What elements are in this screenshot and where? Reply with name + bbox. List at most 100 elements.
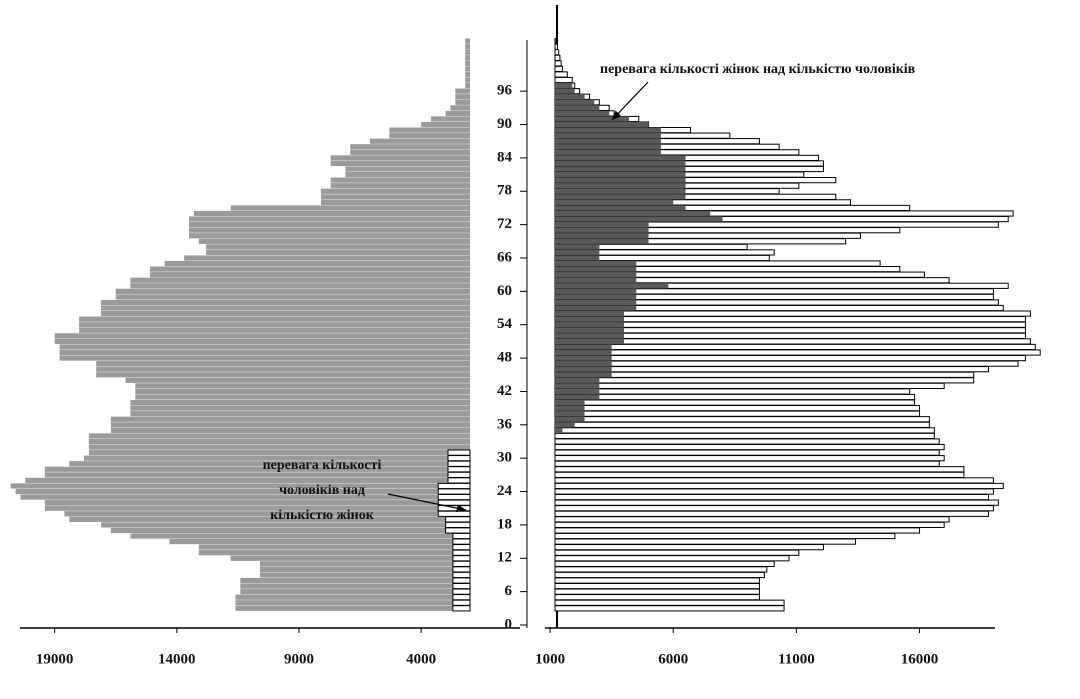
bar xyxy=(54,333,470,339)
bar xyxy=(554,527,921,534)
bar xyxy=(79,316,470,322)
bar xyxy=(554,382,945,389)
bar xyxy=(554,371,975,378)
bar xyxy=(554,416,930,423)
bar xyxy=(130,283,470,289)
bar xyxy=(554,49,560,56)
bar xyxy=(554,327,1026,334)
bar xyxy=(259,572,470,578)
bar xyxy=(452,571,471,579)
bar xyxy=(555,372,612,378)
bar xyxy=(115,294,470,300)
bar xyxy=(555,394,600,400)
bar xyxy=(149,266,471,272)
bar xyxy=(350,149,470,155)
bar xyxy=(69,461,470,467)
bar xyxy=(465,71,470,78)
y-tick-label: 54 xyxy=(497,316,513,332)
bar xyxy=(555,327,624,333)
bar xyxy=(240,577,470,584)
bar xyxy=(555,138,661,144)
bar xyxy=(330,160,470,167)
bar xyxy=(430,116,470,122)
bar xyxy=(369,138,470,144)
bar xyxy=(44,472,471,478)
y-tick-label: 96 xyxy=(497,83,513,99)
x-tick-label: 16000 xyxy=(901,651,939,667)
bar xyxy=(125,377,471,383)
y-tick-label: 12 xyxy=(497,550,512,566)
bar xyxy=(184,255,470,261)
bar xyxy=(555,299,637,306)
bar xyxy=(554,438,940,445)
bar xyxy=(259,566,470,572)
bar xyxy=(554,466,965,473)
bar xyxy=(555,294,637,300)
bar xyxy=(555,422,575,428)
bar xyxy=(10,483,471,489)
bar xyxy=(447,455,471,462)
bar xyxy=(555,383,600,389)
bar xyxy=(554,343,1036,351)
bar xyxy=(554,488,994,495)
bar xyxy=(421,121,470,128)
bar xyxy=(554,349,1041,356)
bar xyxy=(555,355,612,361)
x-tick-label: 6000 xyxy=(658,651,688,667)
bar xyxy=(554,410,921,417)
bar xyxy=(554,60,562,67)
bar xyxy=(554,455,945,462)
bar xyxy=(15,488,470,495)
bar xyxy=(88,433,470,439)
bar xyxy=(320,199,470,205)
y-tick-label: 84 xyxy=(497,149,513,165)
bar xyxy=(554,432,935,440)
bar xyxy=(389,133,470,139)
bar xyxy=(452,582,471,590)
bar xyxy=(555,116,629,122)
bar xyxy=(555,177,686,183)
bar xyxy=(465,83,470,89)
annotation-arrowhead xyxy=(612,110,622,120)
bar xyxy=(555,272,637,278)
bar xyxy=(555,260,637,267)
bar xyxy=(555,333,624,339)
bar xyxy=(554,38,557,45)
bar xyxy=(59,355,471,361)
bar xyxy=(350,144,470,150)
annotation: кількістю жінок xyxy=(270,508,375,523)
bar xyxy=(555,377,600,383)
bar xyxy=(149,272,471,278)
bar xyxy=(554,71,568,78)
bar xyxy=(445,527,471,534)
bar xyxy=(130,405,470,411)
y-tick-label: 42 xyxy=(497,383,512,399)
bar xyxy=(189,216,470,222)
bar xyxy=(44,505,471,511)
bar xyxy=(452,532,471,540)
bar xyxy=(88,450,470,456)
y-tick-label: 24 xyxy=(497,483,513,499)
bar xyxy=(101,522,471,528)
x-tick-label: 9000 xyxy=(284,651,314,667)
bar xyxy=(554,354,1026,362)
bar xyxy=(96,366,471,372)
bar xyxy=(465,60,470,66)
x-tick-label: 1000 xyxy=(535,651,565,667)
bar xyxy=(445,516,471,523)
bar xyxy=(389,127,470,133)
bar xyxy=(554,421,930,428)
bar xyxy=(554,321,1026,328)
bar xyxy=(447,460,471,467)
bar xyxy=(452,544,471,551)
bar xyxy=(555,305,637,311)
bar xyxy=(130,399,470,406)
bar xyxy=(555,88,575,94)
bar xyxy=(555,344,612,350)
bar xyxy=(554,499,999,506)
bar xyxy=(555,133,661,139)
bar xyxy=(437,494,471,501)
bar xyxy=(554,316,1026,323)
bar xyxy=(330,155,470,161)
annotation-arrowhead xyxy=(456,504,466,512)
